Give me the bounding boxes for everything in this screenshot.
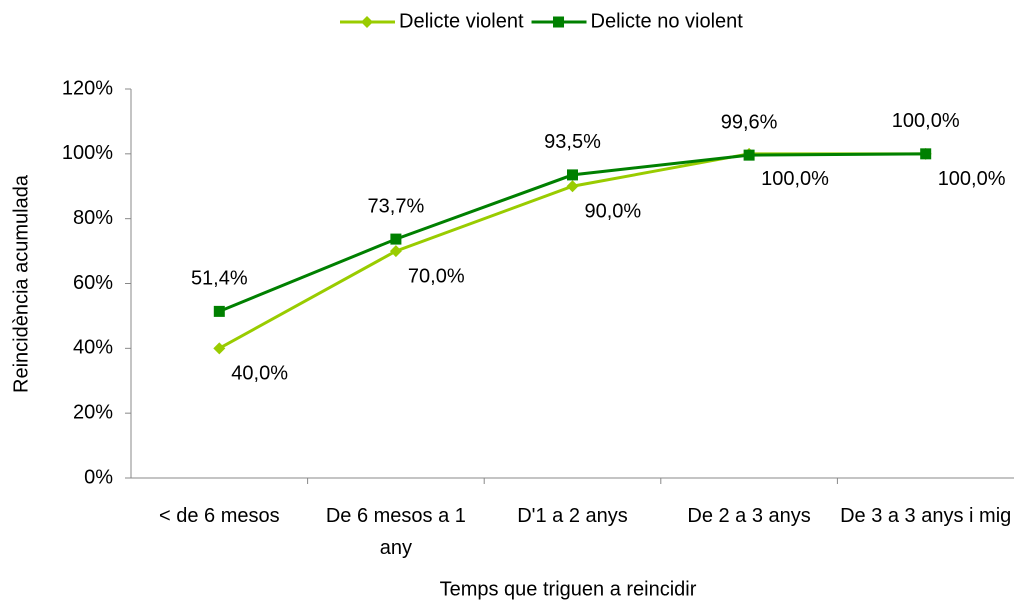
y-tick-label: 100% (62, 142, 113, 164)
x-tick-label: De 3 a 3 anys i mig (840, 505, 1012, 527)
point (566, 180, 579, 193)
data-label: 100,0% (761, 168, 829, 190)
point (743, 149, 755, 161)
x-tick-label: D'1 a 2 anys (517, 505, 628, 527)
point (567, 169, 578, 181)
x-axis-title: Temps que triguen a reincidir (440, 578, 697, 600)
point (213, 342, 226, 355)
y-tick-label: 40% (73, 337, 113, 359)
data-label: 40,0% (231, 363, 288, 385)
y-tick-label: 0% (84, 466, 113, 488)
point (389, 245, 402, 258)
y-tick-label: 20% (73, 401, 113, 423)
legend-label: Delicte violent (399, 10, 524, 32)
data-label: 99,6% (721, 111, 778, 133)
y-tick-label: 120% (62, 77, 113, 99)
data-label: 51,4% (191, 268, 248, 290)
data-label: 100,0% (938, 168, 1006, 190)
x-tick-label: < de 6 mesos (158, 505, 280, 527)
point (920, 148, 932, 160)
y-tick-label: 60% (73, 272, 113, 294)
legend-marker (361, 16, 373, 28)
legend-marker (553, 16, 565, 28)
data-label: 70,0% (408, 265, 465, 287)
data-label: 93,5% (544, 131, 601, 153)
y-tick-label: 80% (73, 207, 113, 229)
data-label: 73,7% (368, 195, 425, 217)
legend-label: Delicte no violent (591, 10, 744, 32)
point (390, 233, 402, 245)
data-label: 90,0% (585, 201, 642, 223)
data-label: 100,0% (892, 110, 960, 132)
point (213, 305, 225, 317)
y-axis-title: Reincidència acumulada (10, 174, 32, 393)
x-tick-label: De 6 mesos a 1 any (325, 505, 466, 559)
x-tick-label: De 2 a 3 anys (687, 505, 811, 527)
